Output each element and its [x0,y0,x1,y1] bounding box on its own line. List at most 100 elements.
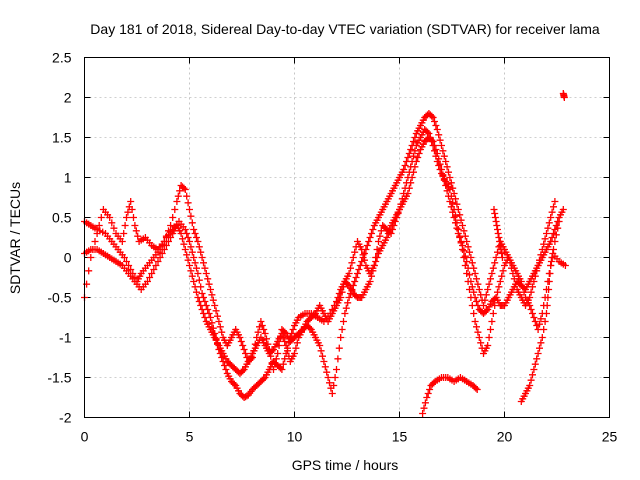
y-tick-label: -0.5 [47,290,71,306]
data-point-track-c [498,272,506,280]
data-point-track-c [132,227,140,235]
data-point-track-b [452,195,459,203]
data-point-spur-19 [497,246,505,253]
data-point-track-c [401,184,409,192]
data-point-track-b [333,366,340,373]
data-point-track-a [470,288,478,296]
data-point-track-c [264,340,272,348]
data-point-track-b [317,347,325,355]
data-point-track-b [435,131,443,139]
data-point-track-b [306,324,314,332]
data-point-track-a [289,326,297,333]
data-point-spur-19 [491,214,499,221]
data-point-segment-low-2 [529,371,536,379]
data-point-track-c [454,226,462,233]
data-point-track-c [267,352,275,360]
data-point-track-c [181,186,189,193]
data-point-track-b [148,270,156,277]
data-point-track-b [320,358,328,365]
data-point-track-c [271,360,279,368]
data-point-track-c [205,280,213,288]
data-point-segment-low-2 [526,382,534,389]
data-point-segment-low-2 [547,258,555,265]
data-point-track-b [200,310,207,317]
data-point-track-b [407,146,415,153]
data-point-track-b [431,118,438,125]
data-point-track-b [323,368,331,376]
data-point-track-b [485,280,493,288]
data-point-segment-low-1 [419,410,427,417]
data-point-track-a [230,380,238,388]
data-point-track-b [428,112,436,120]
data-point-track-b [527,288,535,296]
data-point-track-c [531,318,539,325]
data-point-track-c [174,192,182,200]
data-point-track-b [162,242,170,249]
data-point-track-b [480,302,487,309]
data-point-track-c [517,278,525,285]
data-point-track-b [188,272,196,280]
data-point-segment-low-2 [534,350,542,357]
data-point-track-b [544,224,552,232]
x-tick-label: 20 [497,429,513,445]
data-point-track-a [221,362,228,369]
data-point-track-b [534,262,542,269]
data-point-track-c [258,322,266,329]
data-point-track-b [551,198,559,205]
data-point-track-b [158,250,166,257]
data-point-track-b [366,234,374,241]
data-point-track-c [425,130,433,137]
data-point-track-a [548,234,556,241]
data-point-track-b [330,382,338,389]
data-point-track-c [474,328,482,336]
data-point-segment-low-2 [531,360,539,368]
data-point-track-a [188,248,196,256]
data-point-segment-low-1 [472,384,480,392]
data-point-track-c [171,206,179,213]
data-point-track-c [89,246,97,253]
data-point-track-b [456,211,464,219]
data-point-track-c [396,206,403,213]
data-point-track-b [179,235,186,243]
data-point-track-b [167,234,175,241]
data-point-segment-low-1 [424,390,432,397]
data-point-track-b [183,251,191,259]
data-point-track-c [468,302,476,309]
data-point-track-c [123,214,130,221]
data-point-track-b [344,299,352,307]
data-point-track-c [254,328,262,336]
data-point-track-b [177,230,185,237]
data-point-spur-19 [498,254,506,261]
data-point-segment-low-1 [420,404,428,412]
data-point-track-b [282,342,290,349]
data-point-track-a [559,206,567,213]
data-point-spur-19 [496,238,504,245]
data-point-track-c [272,355,280,363]
data-point-track-b [293,339,301,347]
data-point-track-c [529,310,536,317]
data-point-track-c [180,184,188,192]
data-point-track-c [349,254,357,261]
data-point-track-c [487,326,494,333]
data-point-track-b [354,270,361,277]
data-point-track-c [240,346,248,353]
data-point-track-b [468,259,476,267]
data-point-track-b [470,264,478,272]
data-point-track-c [520,288,528,296]
data-point-track-b [545,219,553,227]
data-point-track-c [176,187,184,195]
data-point-track-c [274,350,282,357]
data-point-track-b [335,344,343,352]
data-point-track-b [548,208,556,216]
data-point-track-c [167,222,175,229]
data-point-track-c [265,346,273,353]
data-point-track-a [123,258,130,265]
data-point-segment-low-1 [423,394,431,401]
data-point-track-c [470,310,478,317]
data-point-track-a [414,154,422,161]
data-point-track-c [106,214,114,221]
data-point-track-c [162,232,170,240]
data-point-track-c [236,334,244,341]
data-point-segment-low-2 [543,302,551,309]
y-tick-label: -2 [59,410,72,426]
